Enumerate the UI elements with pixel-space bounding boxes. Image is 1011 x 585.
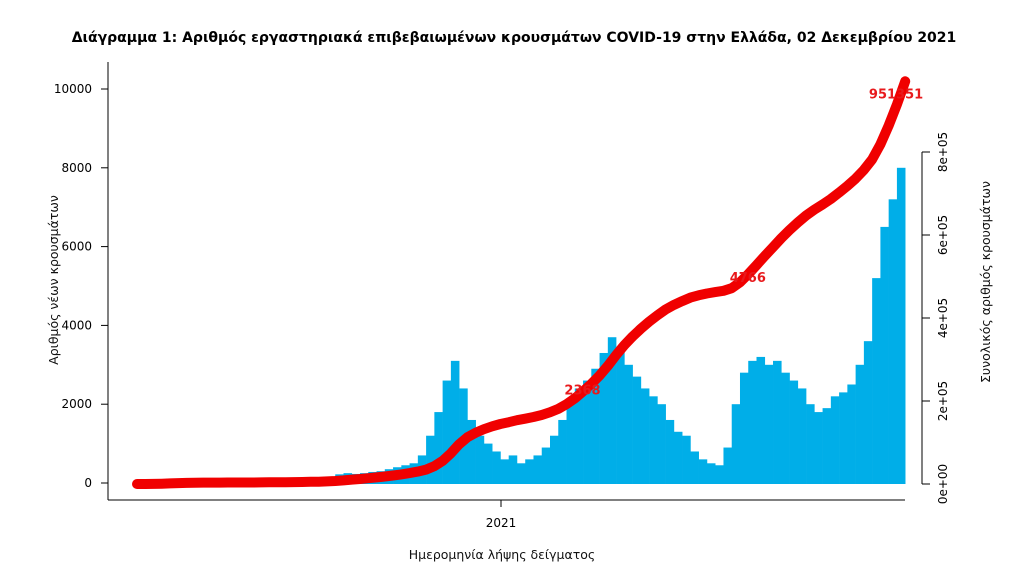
chart-title: Διάγραμμα 1: Αριθμός εργαστηριακά επιβεβ… [72, 30, 957, 46]
bar [773, 360, 782, 484]
bar [649, 396, 658, 484]
y-axis-label: Αριθμός νέων κρουσμάτων [46, 195, 61, 365]
bar [880, 226, 889, 484]
bar [516, 463, 526, 484]
y2-tick-label: 2e+05 [936, 381, 950, 421]
y2-axis-label: Συνολικός αριθμός κρουσμάτων [978, 181, 993, 383]
bar [690, 451, 699, 484]
bar [550, 435, 559, 484]
bar [814, 412, 823, 484]
bar [822, 408, 832, 484]
bar [475, 435, 485, 484]
y-tick-label: 2000 [61, 397, 92, 411]
y2-ticks: 0e+00 2e+05 4e+05 6e+05 8e+05 [922, 132, 950, 504]
bar [607, 337, 617, 484]
bar [599, 352, 609, 484]
bar [483, 443, 493, 484]
bar [896, 167, 906, 485]
cumulative-annotation: 2368 [564, 383, 600, 398]
bar [839, 392, 848, 484]
bar [541, 447, 551, 484]
bar [781, 372, 790, 484]
x-tick-label: 2021 [486, 516, 517, 530]
bar [789, 380, 799, 484]
bar [855, 364, 865, 484]
bar [756, 356, 766, 484]
cumulative-annotation: 951351 [869, 88, 923, 103]
bar [764, 364, 774, 484]
bar [533, 455, 543, 484]
bar [872, 278, 881, 484]
bar [434, 412, 443, 484]
y-tick-label: 10000 [54, 82, 92, 96]
bar [748, 360, 757, 484]
bar [442, 380, 452, 484]
y-tick-label: 8000 [61, 161, 92, 175]
bar [739, 372, 749, 484]
bar [657, 404, 666, 484]
annotations: 2368 4766 951351 [564, 88, 923, 399]
bar [508, 455, 518, 484]
bar [632, 376, 642, 484]
y-tick-label: 0 [84, 476, 92, 490]
bar [566, 404, 576, 484]
bar [500, 459, 509, 484]
bar [698, 459, 708, 484]
y2-tick-label: 4e+05 [936, 298, 950, 338]
bar [525, 459, 534, 484]
bar [706, 463, 716, 484]
bar [426, 435, 435, 484]
cumulative-annotation: 4766 [730, 271, 766, 286]
y2-tick-label: 8e+05 [936, 132, 950, 172]
bar [591, 368, 600, 484]
bar [888, 199, 898, 484]
bar [682, 435, 691, 484]
bar [574, 388, 584, 484]
bar [624, 364, 633, 484]
bar [731, 404, 741, 484]
bar [558, 419, 567, 484]
bar [715, 465, 724, 484]
bar [467, 419, 476, 484]
bar [492, 451, 501, 484]
y-tick-label: 4000 [61, 318, 92, 332]
y-ticks: 0 2000 4000 6000 8000 10000 [54, 82, 108, 490]
bar [616, 349, 625, 484]
y-tick-label: 6000 [61, 240, 92, 254]
y2-tick-label: 0e+00 [936, 464, 950, 504]
bar [830, 396, 840, 484]
bar [847, 384, 856, 484]
cumulative-line [132, 76, 911, 489]
bar [640, 388, 650, 484]
bar [797, 388, 807, 484]
bar [450, 360, 460, 484]
bar [723, 447, 733, 484]
bars-group [137, 167, 906, 485]
x-axis-label: Ημερομηνία λήψης δείγματος [409, 547, 596, 562]
bar [863, 341, 873, 484]
y2-tick-label: 6e+05 [936, 215, 950, 255]
bar [583, 380, 592, 484]
bar [665, 419, 675, 484]
bar [806, 404, 815, 484]
bar [673, 431, 683, 484]
